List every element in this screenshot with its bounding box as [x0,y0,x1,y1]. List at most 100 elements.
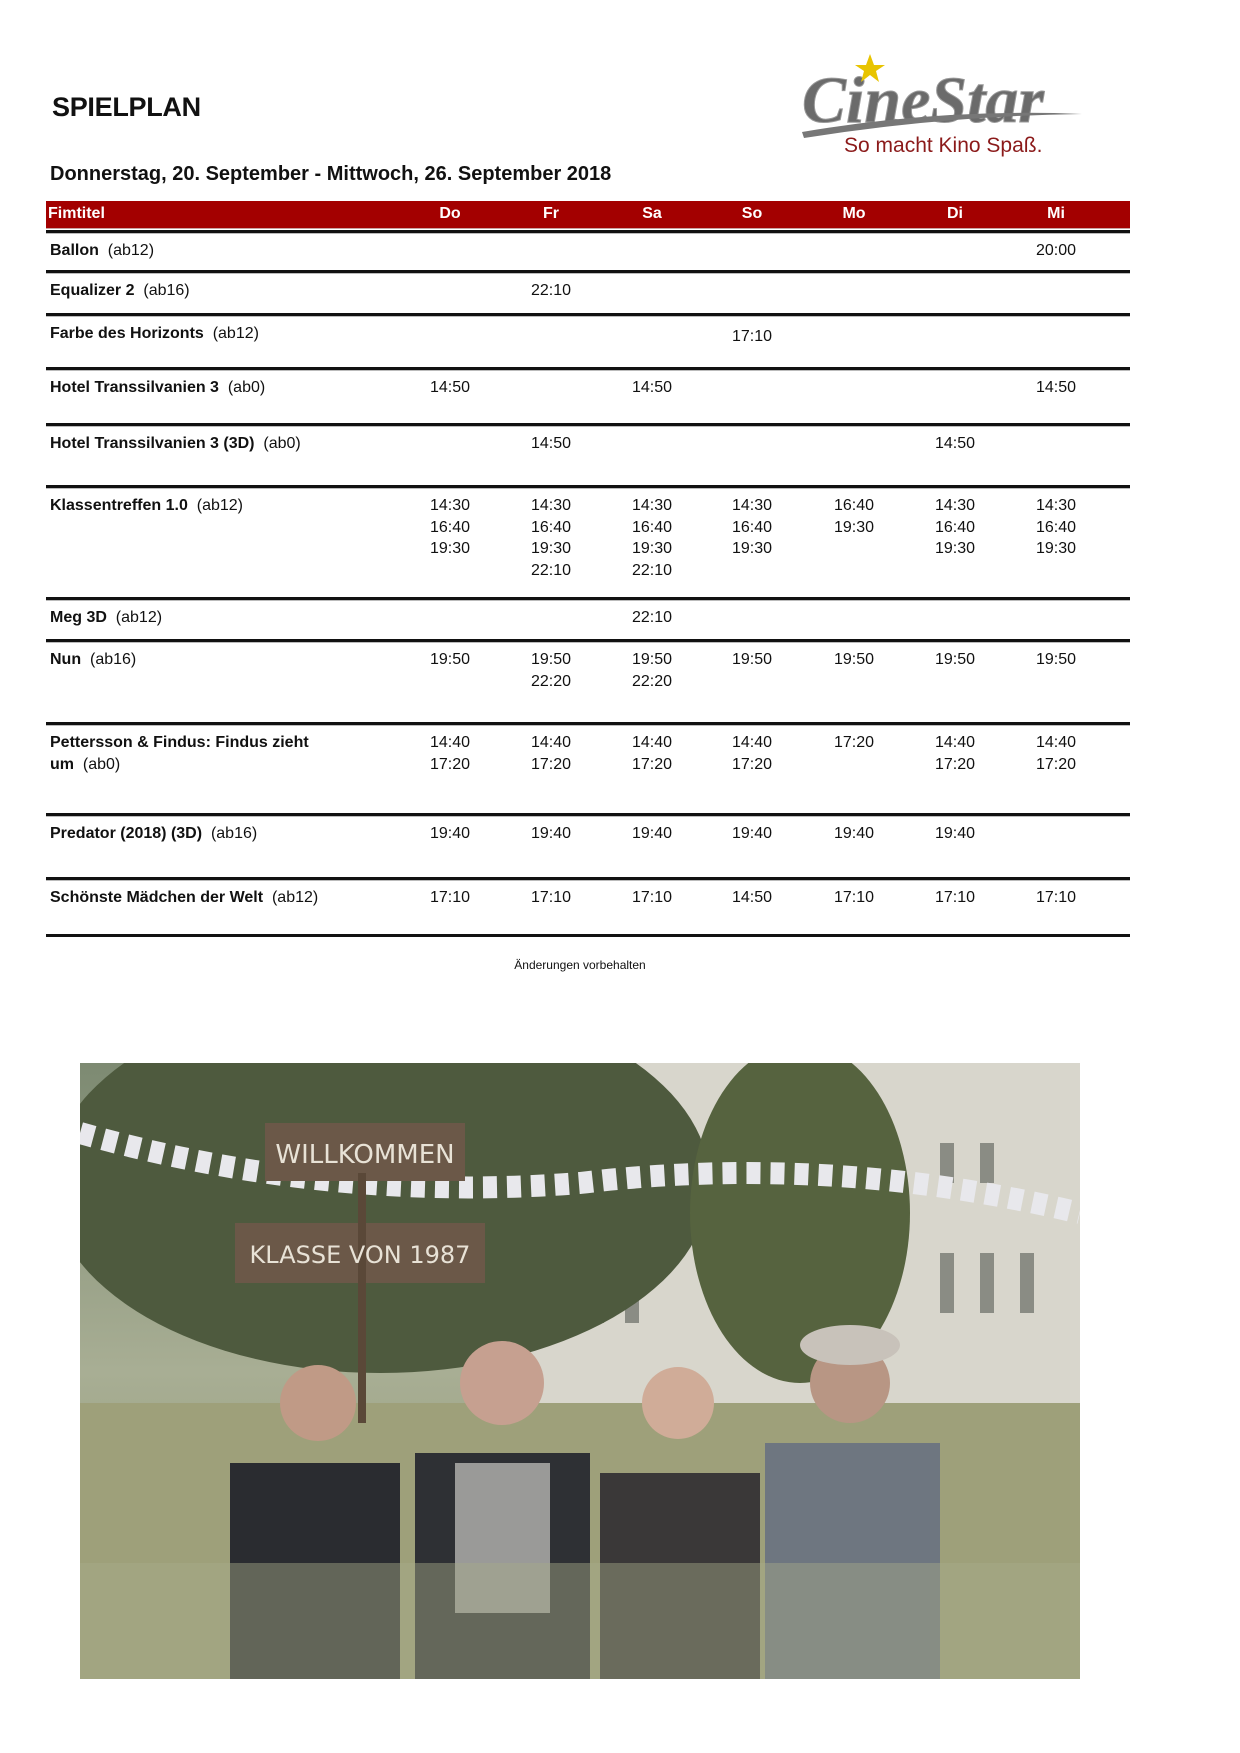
showtime-cell: 19:50 [915,649,995,671]
showtime[interactable]: 19:50 [731,651,773,668]
showtime-cell: 14:30 16:40 19:30 [1016,495,1096,560]
showtime[interactable]: 22:10 [530,282,572,299]
showtime[interactable]: 16:40 [1035,518,1077,536]
showtime[interactable]: 17:20 [429,755,471,773]
showtime[interactable]: 14:30 [631,497,673,514]
showtime-cell: 20:00 [1016,240,1096,262]
showtime[interactable]: 19:40 [833,825,875,842]
showtime[interactable]: 17:20 [530,755,572,773]
showtime[interactable]: 19:40 [429,825,471,842]
showtime[interactable]: 19:50 [1035,651,1077,668]
showtime[interactable]: 17:20 [731,755,773,773]
showtime[interactable]: 14:40 [530,734,572,751]
logo-swoosh [802,112,1082,138]
showtime[interactable]: 22:20 [631,672,673,690]
showtime[interactable]: 22:10 [631,609,673,626]
showtime-cell: 17:20 [814,732,894,754]
showtime[interactable]: 22:20 [530,672,572,690]
showtime[interactable]: 19:40 [731,825,773,842]
film-title: Hotel Transsilvanien 3 (3D) [50,435,255,452]
showtime[interactable]: 19:30 [833,518,875,536]
logo-brand: CineStar [802,64,1045,137]
table-row: Equalizer 2 (ab16) 22:10 [46,270,1130,316]
showtime[interactable]: 19:40 [934,825,976,842]
showtime[interactable]: 14:30 [934,497,976,514]
showtime[interactable]: 17:20 [1035,755,1077,773]
showtime[interactable]: 19:50 [429,651,471,668]
showtime[interactable]: 14:50 [934,435,976,452]
showtime[interactable]: 17:10 [530,889,572,906]
showtime[interactable]: 19:30 [530,540,572,557]
showtime[interactable]: 14:30 [1035,497,1077,514]
showtime-cell: 14:30 16:40 19:30 [915,495,995,560]
showtime[interactable]: 14:50 [731,889,773,906]
showtime[interactable]: 14:30 [429,497,471,514]
film-rating: (ab12) [196,497,243,514]
showtime[interactable]: 19:50 [833,651,875,668]
showtime[interactable]: 19:50 [631,651,673,668]
showtime[interactable]: 17:20 [631,755,673,773]
showtime[interactable]: 17:10 [934,889,976,906]
showtime-cell: 14:50 [712,887,792,909]
showtime[interactable]: 16:40 [934,518,976,536]
date-range: Donnerstag, 20. September - Mittwoch, 26… [50,163,612,185]
showtime[interactable]: 14:40 [731,734,773,751]
showtime[interactable]: 19:50 [934,651,976,668]
showtime[interactable]: 14:50 [1035,379,1077,396]
showtime[interactable]: 14:50 [631,379,673,396]
film-rating: (ab12) [271,889,319,906]
showtime[interactable]: 20:00 [1035,242,1077,259]
table-row: Ballon (ab12) 20:00 [46,230,1130,273]
film-title: Predator (2018) (3D) [50,825,203,842]
showtime[interactable]: 19:30 [934,540,976,557]
table-header: Fimtitel Do Fr Sa So Mo Di Mi [46,201,1130,229]
showtime[interactable]: 17:10 [631,889,673,906]
showtime[interactable]: 19:30 [731,540,773,557]
film-rating: (ab0) [227,379,266,396]
showtime[interactable]: 14:50 [429,379,471,396]
film-rating: (ab0) [82,756,121,773]
header-day: Do [439,205,461,222]
film-title-cell: Pettersson & Findus: Findus zieht um (ab… [50,732,350,776]
showtime[interactable]: 14:50 [530,435,572,452]
showtime[interactable]: 19:50 [530,651,572,668]
showtime[interactable]: 17:10 [1035,889,1077,906]
showtime[interactable]: 14:40 [934,734,976,751]
showtime[interactable]: 19:40 [631,825,673,842]
header-title: Fimtitel [48,205,105,222]
movie-still-photo: WILLKOMMEN KLASSE VON 1987 [80,1063,1080,1679]
showtime[interactable]: 22:10 [631,561,673,579]
showtime[interactable]: 22:10 [530,561,572,579]
showtime[interactable]: 16:40 [429,518,471,536]
table-row: Nun (ab16) 19:50 19:50 22:20 19:50 22:20 19:50… [46,639,1130,725]
showtime-cell: 17:10 [511,887,591,909]
showtime[interactable]: 14:30 [731,497,773,514]
film-title: Hotel Transsilvanien 3 [50,379,219,396]
header-day: Mo [842,205,866,222]
showtime[interactable]: 19:30 [429,540,471,557]
film-title: Meg 3D [50,609,107,626]
showtime[interactable]: 14:40 [1035,734,1077,751]
showtime-cell: 19:50 22:20 [511,649,591,692]
showtime[interactable]: 14:40 [429,734,471,751]
showtime-cell: 17:10 [612,887,692,909]
showtime[interactable]: 19:30 [1035,540,1077,557]
showtime[interactable]: 14:40 [631,734,673,751]
showtime-cell: 19:50 [814,649,894,671]
showtime-cell: 14:40 17:20 [1016,732,1096,775]
showtime[interactable]: 19:30 [631,540,673,557]
header-day: Fr [543,205,559,222]
showtime[interactable]: 14:30 [530,497,572,514]
showtime-cell: 19:40 [712,823,792,845]
showtime[interactable]: 16:40 [731,518,773,536]
showtime[interactable]: 16:40 [833,497,875,514]
showtime[interactable]: 17:20 [833,734,875,751]
showtime[interactable]: 17:10 [833,889,875,906]
showtime[interactable]: 17:20 [934,755,976,773]
showtime-cell: 19:40 [915,823,995,845]
showtime[interactable]: 19:40 [530,825,572,842]
showtime[interactable]: 17:10 [731,328,773,345]
showtime[interactable]: 16:40 [631,518,673,536]
showtime[interactable]: 17:10 [429,889,471,906]
showtime[interactable]: 16:40 [530,518,572,536]
